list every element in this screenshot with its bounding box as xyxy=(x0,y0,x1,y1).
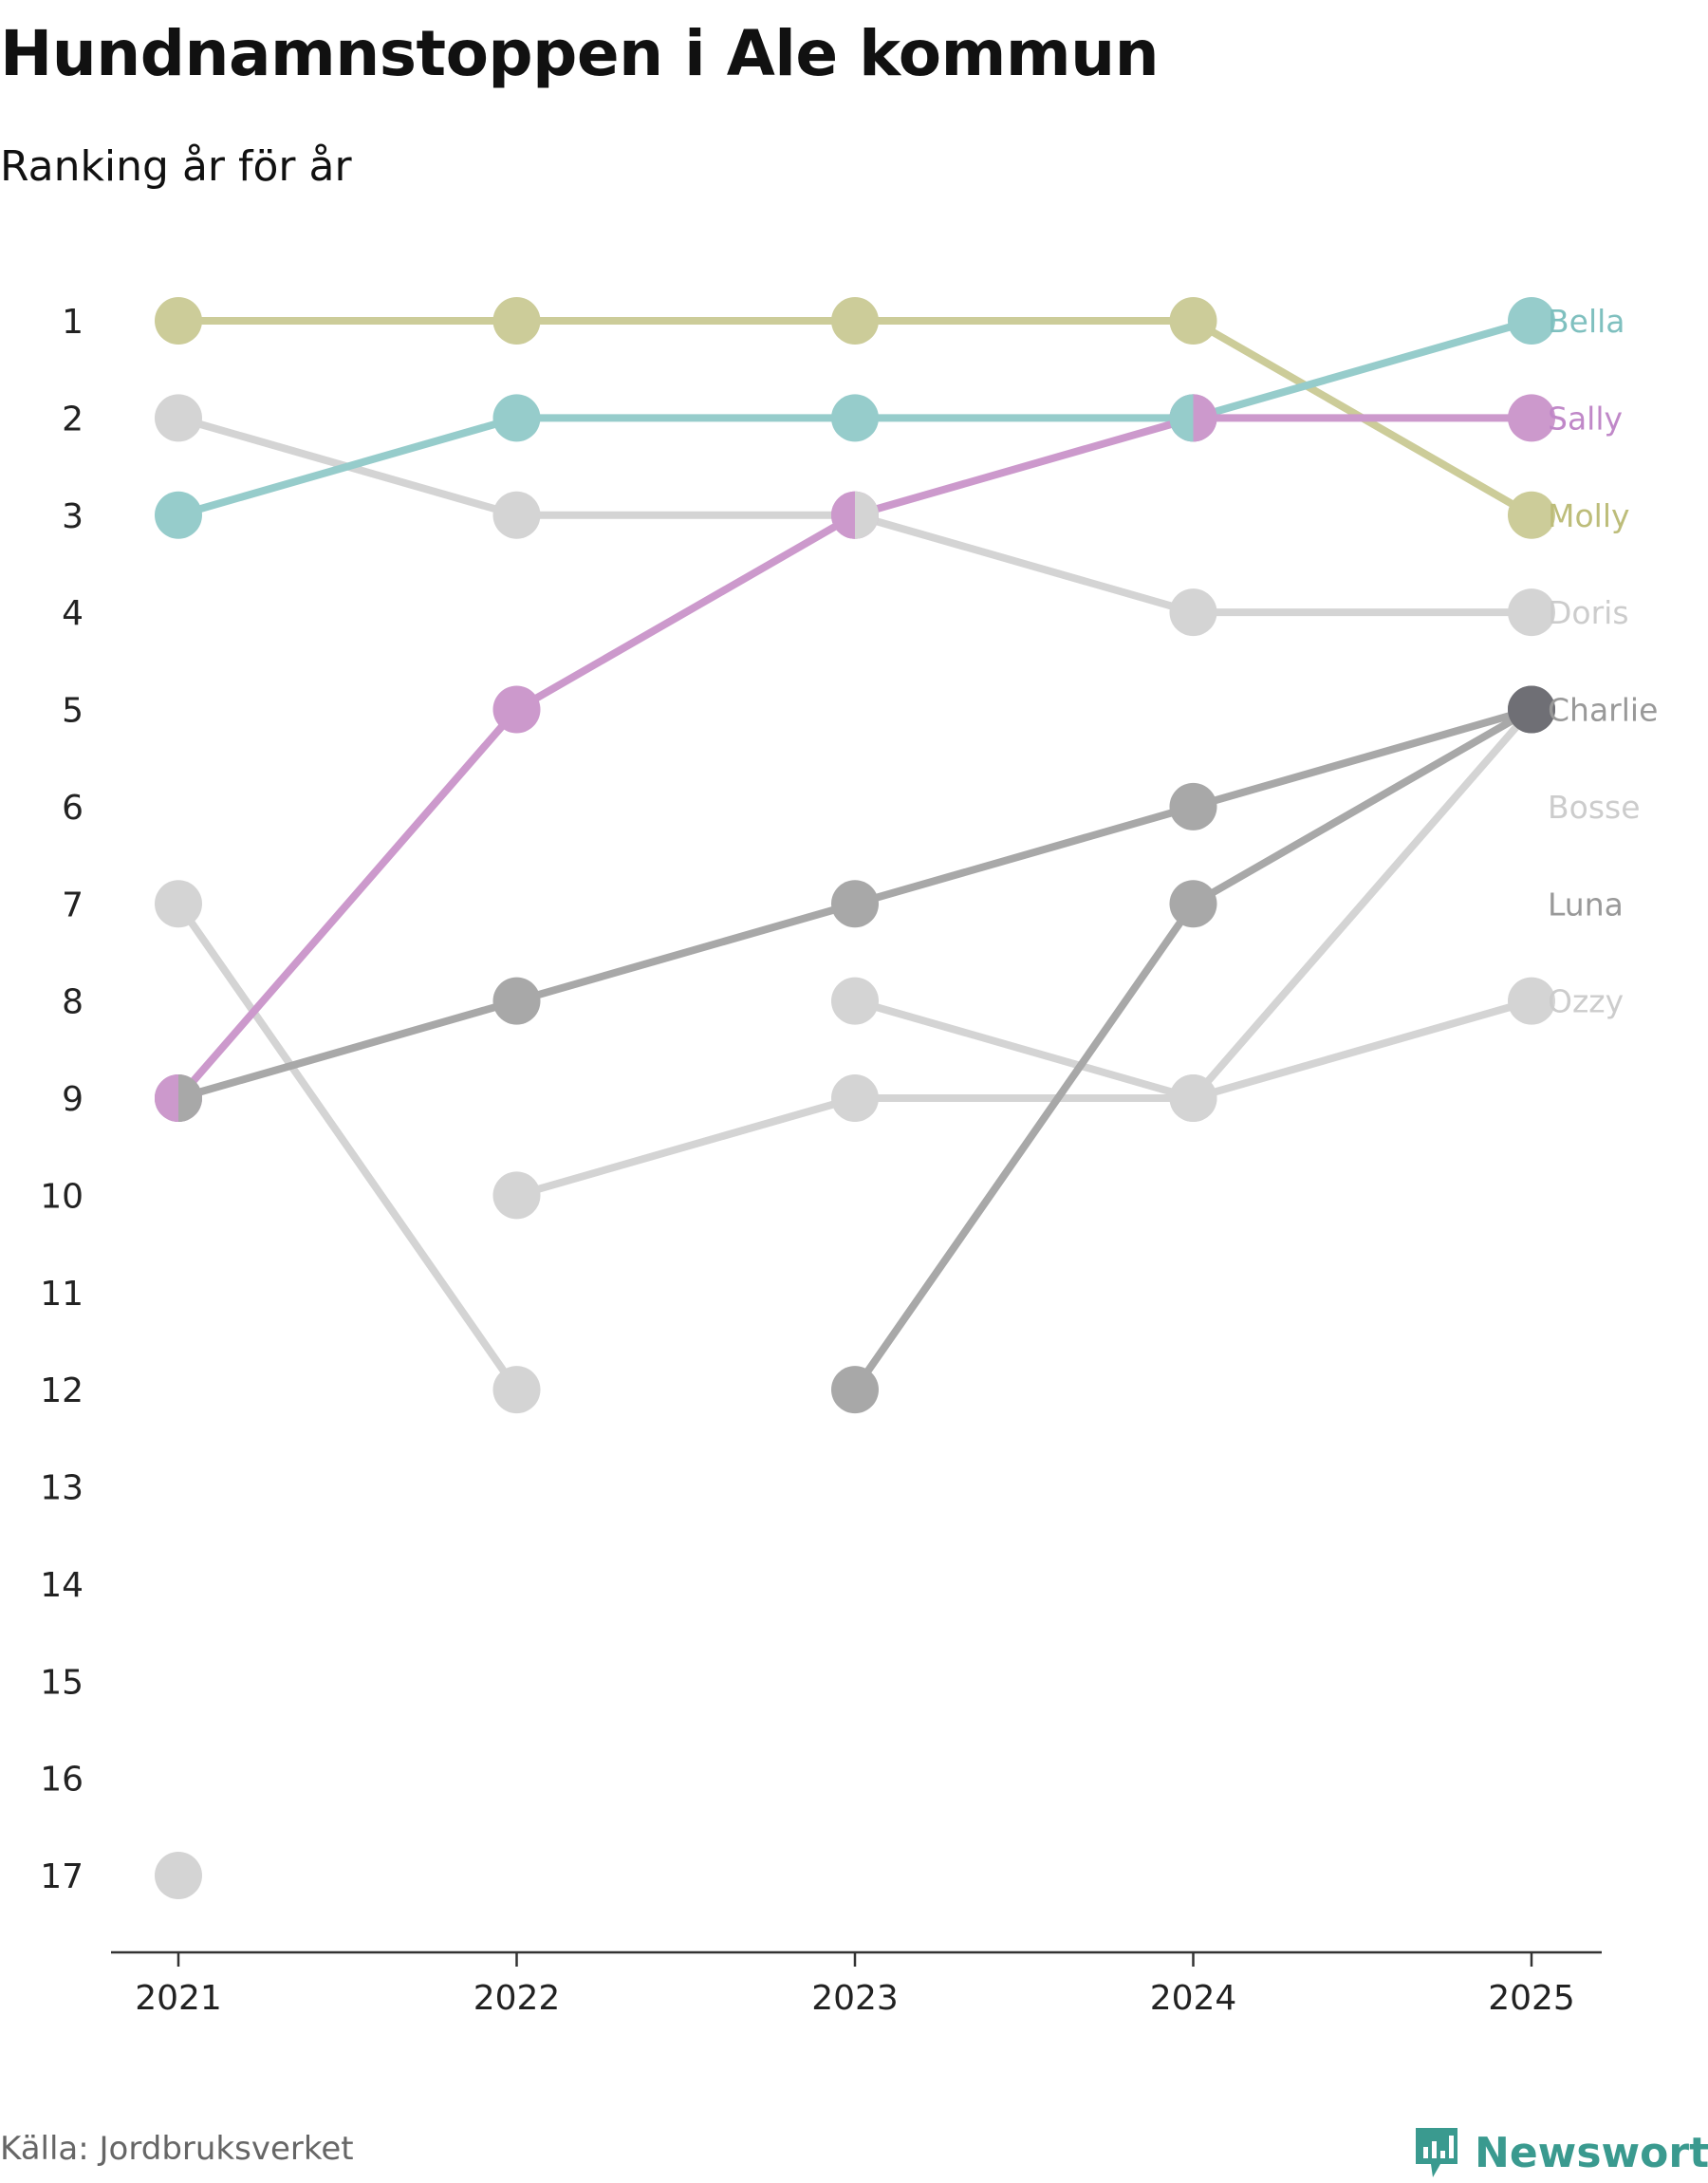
data-point-luna xyxy=(1169,880,1217,928)
data-point-bella xyxy=(831,394,879,442)
data-point-molly xyxy=(1508,491,1555,539)
y-tick-label: 13 xyxy=(40,1469,84,1508)
series-lines xyxy=(175,317,1535,1394)
data-point-molly xyxy=(831,297,879,345)
end-labels: Bella Sally Molly Doris Charlie Bosse Luna Ozzy xyxy=(1548,303,1658,1020)
data-point-split-left xyxy=(1169,394,1194,442)
y-tick-label: 11 xyxy=(40,1275,84,1314)
data-point-charlie xyxy=(492,977,541,1025)
y-tick-label: 1 xyxy=(62,303,84,342)
y-tick-label: 3 xyxy=(62,497,84,536)
y-tick-label: 9 xyxy=(62,1080,84,1119)
data-point-molly xyxy=(492,297,541,345)
series-line-bosse xyxy=(175,900,521,1394)
data-point-bella xyxy=(1508,297,1555,345)
x-tick-label: 2025 xyxy=(1488,1979,1575,2018)
y-tick-label: 7 xyxy=(62,886,84,924)
data-point-luna xyxy=(831,1366,879,1414)
data-point-sally xyxy=(492,685,541,734)
end-label-charlie: Charlie xyxy=(1548,692,1658,729)
data-point-ozzy xyxy=(831,1074,879,1122)
data-point-split-right xyxy=(855,491,879,539)
x-tick-label: 2024 xyxy=(1150,1979,1237,2018)
data-point-molly xyxy=(155,297,202,345)
series-markers xyxy=(155,297,1555,1899)
brand-logo: Newsworthy xyxy=(1412,2124,1708,2181)
x-axis: 2021 2022 2023 2024 2025 xyxy=(111,1950,1602,2018)
data-point-ozzy xyxy=(1508,977,1555,1025)
x-tick-label: 2021 xyxy=(135,1979,222,2018)
y-tick-label: 17 xyxy=(40,1857,84,1896)
data-point-highlight xyxy=(1508,685,1555,734)
data-point-light-series-a xyxy=(155,1852,202,1899)
end-label-doris: Doris xyxy=(1548,594,1629,631)
series-line-ozzy xyxy=(512,997,1535,1200)
end-label-luna: Luna xyxy=(1548,886,1624,923)
y-tick-label: 14 xyxy=(40,1566,84,1605)
y-tick-label: 6 xyxy=(62,789,84,828)
data-point-charlie xyxy=(1169,782,1217,830)
data-point-doris xyxy=(1169,588,1217,637)
end-label-bosse: Bosse xyxy=(1548,789,1641,826)
data-point-split-left xyxy=(831,491,855,539)
end-label-sally: Sally xyxy=(1548,400,1623,437)
data-point-ozzy xyxy=(492,1171,541,1220)
end-label-molly: Molly xyxy=(1548,497,1630,534)
data-point-doris xyxy=(1508,588,1555,637)
end-label-ozzy: Ozzy xyxy=(1548,983,1624,1020)
data-point-split-right xyxy=(1193,394,1217,442)
y-tick-label: 5 xyxy=(62,692,84,731)
data-point-light-series-a xyxy=(1169,1074,1217,1122)
y-tick-label: 16 xyxy=(40,1761,84,1800)
end-label-bella: Bella xyxy=(1548,303,1625,340)
data-point-split-left xyxy=(155,1074,178,1122)
data-point-bosse xyxy=(492,1366,541,1414)
data-point-molly xyxy=(1169,297,1217,345)
data-point-bella xyxy=(155,491,202,539)
data-point-doris xyxy=(155,394,202,442)
data-point-sally xyxy=(1508,394,1555,442)
x-tick-label: 2022 xyxy=(473,1979,561,2018)
brand-name: Newsworthy xyxy=(1475,2128,1708,2177)
data-point-bosse xyxy=(155,880,202,928)
newsworthy-logo-icon xyxy=(1416,2128,1457,2177)
data-point-doris xyxy=(492,491,541,539)
source-note: Källa: Jordbruksverket xyxy=(0,2130,354,2168)
y-tick-label: 15 xyxy=(40,1663,84,1702)
data-point-charlie xyxy=(831,880,879,928)
y-tick-label: 12 xyxy=(40,1371,84,1410)
data-point-light-series-a xyxy=(831,977,879,1025)
y-tick-label: 4 xyxy=(62,594,84,633)
data-point-bella xyxy=(492,394,541,442)
chart-subtitle: Ranking år för år xyxy=(0,142,352,191)
y-tick-label: 10 xyxy=(40,1177,84,1216)
y-tick-label: 2 xyxy=(62,400,84,438)
data-point-split-right xyxy=(178,1074,202,1122)
chart-title: Hundnamnstoppen i Ale kommun xyxy=(0,17,1160,90)
x-tick-label: 2023 xyxy=(811,1979,899,2018)
y-tick-label: 8 xyxy=(62,983,84,1022)
